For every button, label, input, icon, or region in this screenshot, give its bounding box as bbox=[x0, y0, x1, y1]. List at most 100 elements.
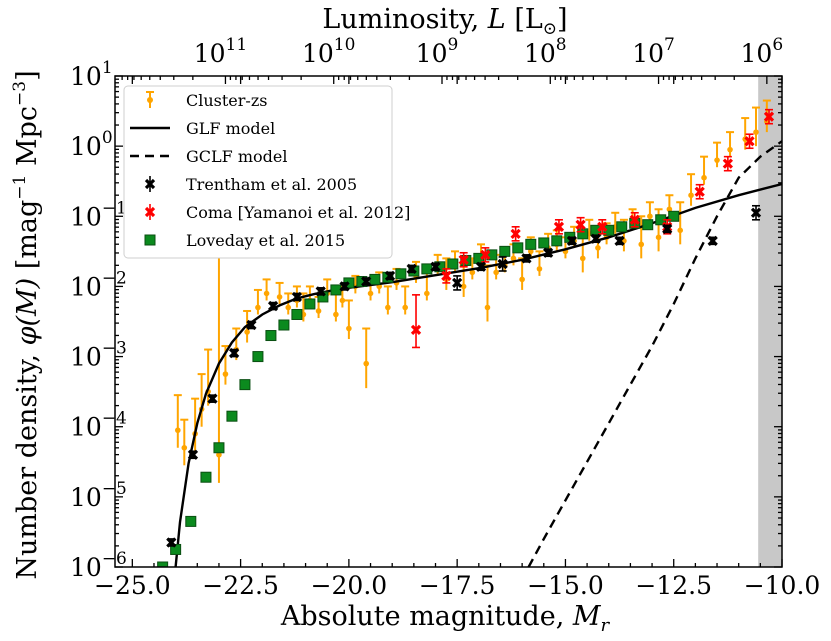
loveday-point bbox=[499, 245, 511, 257]
cluster-zs-point bbox=[385, 304, 391, 311]
cluster-zs-point bbox=[519, 276, 525, 283]
loveday-point bbox=[239, 379, 251, 391]
loveday-point bbox=[512, 242, 524, 254]
legend-coma-marker-stroke bbox=[144, 206, 156, 218]
coma-yamanoi-point bbox=[597, 221, 608, 232]
cluster-zs-point bbox=[255, 304, 261, 311]
legend-label-glf: GLF model bbox=[186, 119, 275, 138]
cluster-zs-point bbox=[285, 304, 292, 311]
loveday-point bbox=[226, 410, 238, 422]
cluster-zs-point bbox=[333, 311, 339, 318]
coma-yamanoi-marker-stroke bbox=[629, 214, 640, 225]
trentham-marker-stroke bbox=[228, 347, 240, 359]
legend-label-gclf: GCLF model bbox=[186, 147, 287, 166]
coma-yamanoi-point bbox=[510, 228, 521, 239]
cluster-zs-point bbox=[595, 245, 601, 251]
cluster-zs-point bbox=[753, 129, 759, 135]
coma-yamanoi-point bbox=[410, 324, 422, 336]
trentham-marker-stroke bbox=[542, 247, 554, 258]
trentham-marker-stroke bbox=[430, 261, 441, 272]
coma-yamanoi-marker-stroke bbox=[553, 221, 565, 232]
x-tick-label: −25.0 bbox=[94, 571, 171, 600]
loveday-point bbox=[157, 561, 169, 567]
loveday-point bbox=[668, 210, 680, 222]
coma-yamanoi-marker-stroke bbox=[458, 254, 469, 265]
trentham-point bbox=[707, 235, 718, 246]
top-tick-label: 109 bbox=[416, 35, 459, 68]
top-tick-label: 108 bbox=[524, 35, 567, 68]
trentham-point bbox=[339, 281, 350, 292]
trentham-marker-stroke bbox=[521, 253, 532, 264]
cluster-zs-point bbox=[655, 234, 662, 241]
cluster-zs-point bbox=[714, 157, 720, 163]
legend-trentham-marker bbox=[144, 178, 156, 190]
trentham-point bbox=[361, 276, 372, 287]
y-tick-label: 10−1 bbox=[70, 198, 127, 231]
top-axis-title: Luminosity, L [L⊙] bbox=[322, 4, 567, 39]
loveday-point bbox=[304, 298, 316, 310]
trentham-marker-stroke bbox=[267, 300, 279, 312]
cluster-zs-point bbox=[181, 444, 188, 451]
loveday-point bbox=[278, 319, 290, 331]
cluster-zs-point bbox=[647, 213, 653, 220]
trentham-marker-stroke bbox=[339, 281, 350, 292]
trentham-point bbox=[430, 261, 441, 272]
coma-yamanoi-point bbox=[480, 249, 491, 260]
trentham-marker-stroke bbox=[166, 537, 177, 548]
trentham-marker-stroke bbox=[590, 233, 601, 244]
legend-loveday-marker bbox=[144, 234, 156, 246]
top-tick-label: 1011 bbox=[194, 35, 247, 68]
trentham-point bbox=[315, 286, 326, 297]
cluster-zs-point bbox=[527, 248, 534, 255]
loveday-point bbox=[330, 284, 342, 296]
loveday-point bbox=[395, 268, 407, 280]
cluster-zs-point bbox=[315, 308, 322, 314]
legend-cluster-zs-marker bbox=[147, 97, 153, 103]
trentham-point bbox=[228, 347, 240, 359]
x-tick-label: −12.5 bbox=[635, 571, 712, 600]
legend-label-cluster-zs: Cluster-zs bbox=[186, 91, 267, 110]
cluster-zs-point bbox=[688, 192, 694, 199]
trentham-point bbox=[384, 270, 396, 282]
trentham-marker-stroke bbox=[662, 223, 673, 235]
y-tick-label: 100 bbox=[70, 128, 113, 161]
trentham-point bbox=[521, 253, 532, 264]
x-tick-label: −15.0 bbox=[527, 571, 604, 600]
coma-yamanoi-point bbox=[575, 219, 586, 230]
loveday-point bbox=[185, 515, 197, 527]
coma-yamanoi-point bbox=[722, 158, 733, 169]
trentham-marker-stroke bbox=[614, 235, 625, 246]
x-tick-label: −20.0 bbox=[311, 571, 388, 600]
coma-yamanoi-marker-stroke bbox=[575, 219, 586, 230]
cluster-zs-point bbox=[363, 360, 370, 367]
trentham-point bbox=[497, 258, 508, 270]
cluster-zs-point bbox=[222, 371, 229, 377]
cluster-zs-point bbox=[469, 269, 476, 276]
coma-yamanoi-point bbox=[441, 270, 452, 282]
loveday-point bbox=[577, 228, 589, 240]
trentham-marker-stroke bbox=[566, 235, 578, 246]
cluster-zs-point bbox=[701, 174, 707, 181]
legend-trentham-marker-stroke bbox=[144, 178, 156, 190]
trentham-point bbox=[475, 261, 487, 272]
legend-label-loveday: Loveday et al. 2015 bbox=[186, 231, 345, 250]
coma-yamanoi-point bbox=[629, 214, 640, 225]
y-tick-label: 10−6 bbox=[70, 549, 127, 582]
legend-coma-marker bbox=[144, 206, 156, 218]
cluster-zs-point bbox=[424, 290, 430, 297]
x-tick-label: −22.5 bbox=[202, 571, 279, 600]
trentham-marker-stroke bbox=[452, 277, 463, 289]
legend-label-coma: Coma [Yamanoi et al. 2012] bbox=[186, 203, 410, 222]
loveday-point bbox=[642, 219, 654, 231]
cluster-zs-point bbox=[727, 146, 733, 153]
coma-yamanoi-point bbox=[694, 186, 705, 197]
y-tick-label: 101 bbox=[70, 58, 113, 91]
cluster-zs-point bbox=[263, 290, 270, 297]
trentham-marker-stroke bbox=[384, 270, 396, 282]
coma-yamanoi-marker-stroke bbox=[441, 270, 452, 282]
trentham-point bbox=[207, 393, 218, 404]
y-tick-label: 10−5 bbox=[70, 479, 127, 512]
y-tick-label: 10−2 bbox=[70, 268, 127, 301]
coma-yamanoi-marker-stroke bbox=[694, 186, 705, 197]
cluster-zs-point bbox=[677, 227, 684, 234]
